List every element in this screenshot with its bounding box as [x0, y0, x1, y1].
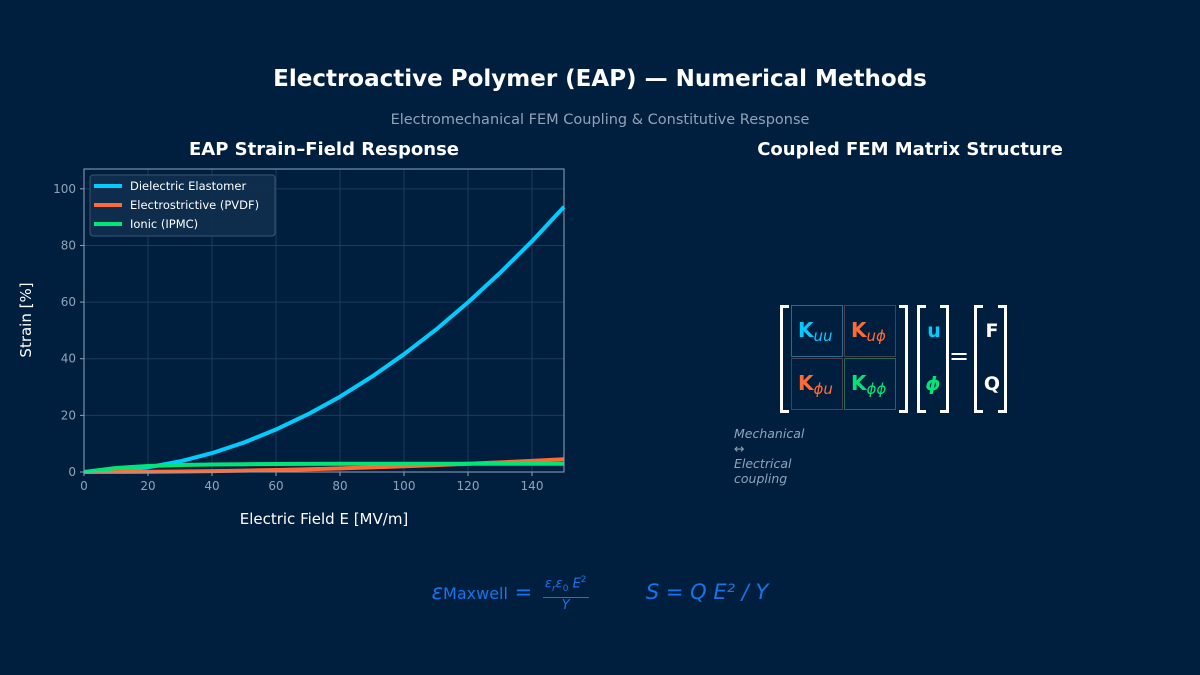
legend-label: Dielectric Elastomer [130, 179, 246, 193]
matrix-cell-kphiphi: Kϕϕ [844, 358, 896, 410]
rhs-q: Q [983, 373, 1001, 395]
legend: Dielectric Elastomer Electrostrictive (PV… [89, 174, 276, 237]
y-tick-label: 20 [61, 408, 76, 422]
matrix-cell-kphiu: Kϕu [791, 358, 843, 410]
ticks: 0 20 40 60 80 100 120 140 0 20 40 60 80 100 [53, 182, 543, 493]
x-axis-label: Electric Field E [MV/m] [240, 510, 409, 528]
x-tick-label: 0 [80, 479, 88, 493]
x-tick-label: 120 [457, 479, 480, 493]
unknown-u: u [927, 320, 941, 342]
y-tick-label: 0 [68, 465, 76, 479]
series-line-2 [83, 461, 564, 474]
matrix-title: Coupled FEM Matrix Structure [757, 139, 1063, 160]
equals-sign: = [949, 342, 970, 370]
legend-label: Electrostrictive (PVDF) [130, 198, 259, 212]
matrix-cell-kuphi: Kuϕ [844, 305, 896, 357]
y-tick-label: 40 [61, 352, 76, 366]
page-title: Electroactive Polymer (EAP) — Numerical … [273, 66, 927, 92]
unknown-phi: ϕ [925, 373, 941, 395]
y-tick-label: 80 [61, 238, 76, 252]
y-axis-label: Strain [%] [17, 282, 35, 357]
legend-label: Ionic (IPMC) [130, 217, 198, 231]
constitutive-formulas: εMaxwell = εrε0 E2 Y S = Q E² / Y [0, 572, 1200, 614]
series-line-0 [83, 205, 566, 474]
chart-title: EAP Strain–Field Response [188, 139, 460, 160]
series-lines [83, 205, 566, 474]
bracket-right [899, 305, 908, 413]
x-tick-label: 140 [521, 479, 544, 493]
strain-field-chart: 0 20 40 60 80 100 120 140 0 20 40 60 80 100 Electric … [17, 168, 566, 528]
x-tick-label: 40 [204, 479, 219, 493]
bracket-left [780, 305, 789, 413]
k-uu: Kuu [798, 317, 833, 345]
rhs-f: F [985, 320, 999, 342]
plot-frame [83, 168, 565, 473]
coupling-caption: Mechanical ↔ Electrical coupling [734, 426, 805, 486]
x-tick-label: 20 [140, 479, 155, 493]
y-tick-label: 100 [53, 182, 76, 196]
x-tick-label: 100 [393, 479, 416, 493]
legend-box [89, 174, 276, 237]
x-tick-label: 60 [268, 479, 283, 493]
x-tick-label: 80 [332, 479, 347, 493]
matrix-cell-kuu: Kuu [791, 305, 843, 357]
y-tick-label: 60 [61, 295, 76, 309]
page-subtitle: Electromechanical FEM Coupling & Constit… [390, 112, 810, 128]
electrostrictive-formula: S = Q E² / Y [645, 579, 769, 604]
grid [83, 169, 564, 473]
